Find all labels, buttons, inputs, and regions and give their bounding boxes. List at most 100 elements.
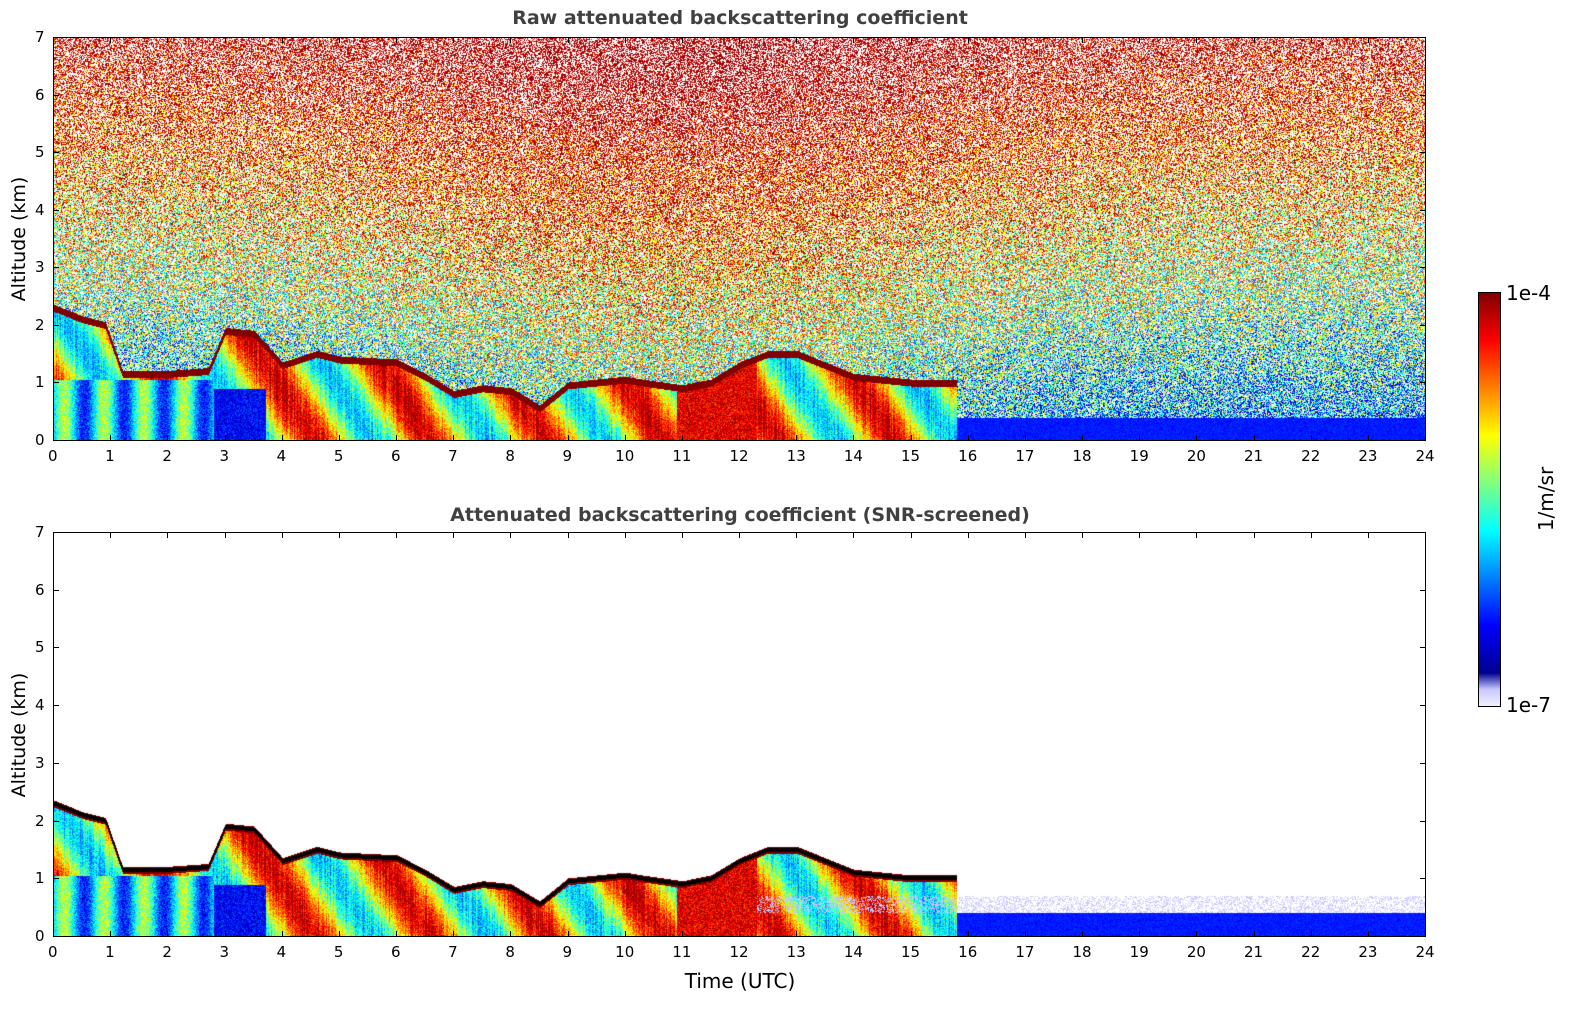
top-panel-x-tick	[739, 37, 740, 43]
top-panel-x-tick	[339, 435, 340, 441]
top-panel-y-tick-label: 6	[35, 85, 45, 104]
bottom-panel-x-tick-label: 15	[901, 943, 921, 961]
bottom-panel-x-tick	[1082, 532, 1083, 538]
top-panel-x-tick	[853, 37, 854, 43]
top-panel-x-tick	[1254, 37, 1255, 43]
bottom-panel-x-tick	[1139, 532, 1140, 538]
bottom-panel-y-tick	[1420, 532, 1426, 533]
bottom-panel-x-tick	[1196, 931, 1197, 937]
bottom-panel-x-tick-label: 0	[48, 943, 58, 961]
top-panel-y-tick	[53, 267, 59, 268]
colorbar-min-label: 1e-7	[1506, 693, 1551, 717]
bottom-panel-x-tick	[739, 931, 740, 937]
bottom-panel-y-tick-label: 4	[35, 696, 45, 715]
top-panel-x-tick	[167, 435, 168, 441]
top-panel-y-tick	[1420, 210, 1426, 211]
top-panel-y-tick	[1420, 37, 1426, 38]
top-panel-x-tick	[1025, 37, 1026, 43]
top-panel-y-tick	[1420, 267, 1426, 268]
top-panel-y-tick	[53, 210, 59, 211]
top-panel-y-tick	[1420, 382, 1426, 383]
top-panel-x-tick-label: 10	[615, 447, 635, 465]
top-panel-x-tick-label: 21	[1244, 447, 1264, 465]
bottom-panel-x-tick	[396, 931, 397, 937]
bottom-panel-x-tick	[853, 532, 854, 538]
top-panel-y-tick-label: 0	[35, 431, 45, 449]
bottom-panel-x-tick	[1425, 532, 1426, 538]
top-panel-x-tick-label: 5	[333, 447, 344, 465]
top-panel-x-tick-label: 24	[1415, 447, 1435, 465]
bottom-panel-plot-area	[53, 532, 1426, 937]
bottom-panel-y-tick-label: 2	[35, 811, 45, 830]
bottom-panel-x-tick-label: 19	[1129, 943, 1149, 961]
top-panel-x-tick	[1368, 37, 1369, 43]
bottom-panel-x-tick-label: 12	[729, 943, 749, 961]
bottom-panel-x-tick	[911, 532, 912, 538]
bottom-panel-x-tick	[1139, 931, 1140, 937]
bottom-panel-x-tick-label: 16	[958, 943, 978, 961]
top-panel-x-tick-label: 23	[1358, 447, 1378, 465]
top-panel-x-tick	[853, 435, 854, 441]
bottom-panel-x-tick	[1311, 532, 1312, 538]
top-panel-x-tick-label: 8	[505, 447, 515, 465]
top-panel-x-tick-label: 2	[162, 447, 172, 465]
bottom-panel-x-tick-label: 1	[105, 943, 115, 961]
top-panel-x-tick	[453, 435, 454, 441]
top-panel-x-tick-label: 4	[276, 447, 287, 465]
top-panel-x-tick-label: 18	[1072, 447, 1092, 465]
bottom-panel-x-tick-label: 21	[1244, 943, 1264, 961]
top-panel-x-tick	[167, 37, 168, 43]
bottom-panel-x-tick	[453, 532, 454, 538]
top-panel-x-tick-label: 20	[1186, 447, 1206, 465]
top-panel-x-tick	[1139, 37, 1140, 43]
top-panel-x-tick-label: 11	[672, 447, 692, 465]
top-panel-y-tick	[1420, 325, 1426, 326]
bottom-panel-x-tick-label: 8	[505, 943, 515, 961]
top-panel-y-tick	[53, 382, 59, 383]
bottom-panel-x-tick	[225, 931, 226, 937]
bottom-panel-x-tick	[625, 532, 626, 538]
bottom-panel-x-tick	[110, 532, 111, 538]
top-panel-x-tick-label: 9	[562, 447, 573, 465]
top-panel-x-tick-label: 17	[1015, 447, 1035, 465]
bottom-panel-x-tick	[53, 532, 54, 538]
top-panel-y-tick	[53, 325, 59, 326]
bottom-panel-y-tick-label: 6	[35, 580, 45, 599]
bottom-panel-x-tick	[339, 931, 340, 937]
top-panel-x-tick	[968, 435, 969, 441]
top-panel-x-tick-label: 7	[448, 447, 458, 465]
top-panel-x-tick-label: 3	[219, 447, 230, 465]
top-panel-x-tick	[1196, 37, 1197, 43]
top-panel-x-tick	[110, 37, 111, 43]
bottom-panel-x-tick	[853, 931, 854, 937]
bottom-panel-x-tick	[282, 931, 283, 937]
bottom-panel-x-tick	[1368, 931, 1369, 937]
top-panel-x-tick	[1025, 435, 1026, 441]
top-panel-x-tick	[396, 37, 397, 43]
top-panel-y-tick	[53, 152, 59, 153]
bottom-panel-x-tick	[53, 931, 54, 937]
bottom-panel-x-tick-label: 4	[276, 943, 287, 961]
top-panel-x-tick	[110, 435, 111, 441]
bottom-panel-x-tick	[682, 532, 683, 538]
bottom-panel-x-tick-label: 10	[615, 943, 635, 961]
top-panel-x-tick	[625, 435, 626, 441]
bottom-panel-x-tick	[1368, 532, 1369, 538]
bottom-panel-y-tick	[1420, 936, 1426, 937]
bottom-panel-x-tick	[1425, 931, 1426, 937]
bottom-panel-x-tick	[167, 532, 168, 538]
top-panel-plot-area	[53, 37, 1426, 441]
top-panel-x-tick-label: 19	[1129, 447, 1149, 465]
bottom-panel-x-tick-label: 5	[333, 943, 344, 961]
bottom-panel-y-tick-label: 1	[35, 869, 45, 888]
top-panel-x-tick	[739, 435, 740, 441]
top-panel-y-tick-label: 4	[35, 200, 45, 219]
bottom-panel-x-tick	[510, 931, 511, 937]
top-panel-x-tick-label: 13	[786, 447, 806, 465]
top-panel-x-tick	[796, 37, 797, 43]
top-panel-y-tick-label: 3	[35, 258, 45, 277]
bottom-panel-y-tick	[53, 705, 59, 706]
top-panel-x-tick	[968, 37, 969, 43]
top-panel-y-tick	[53, 440, 59, 441]
top-panel-x-tick	[682, 37, 683, 43]
